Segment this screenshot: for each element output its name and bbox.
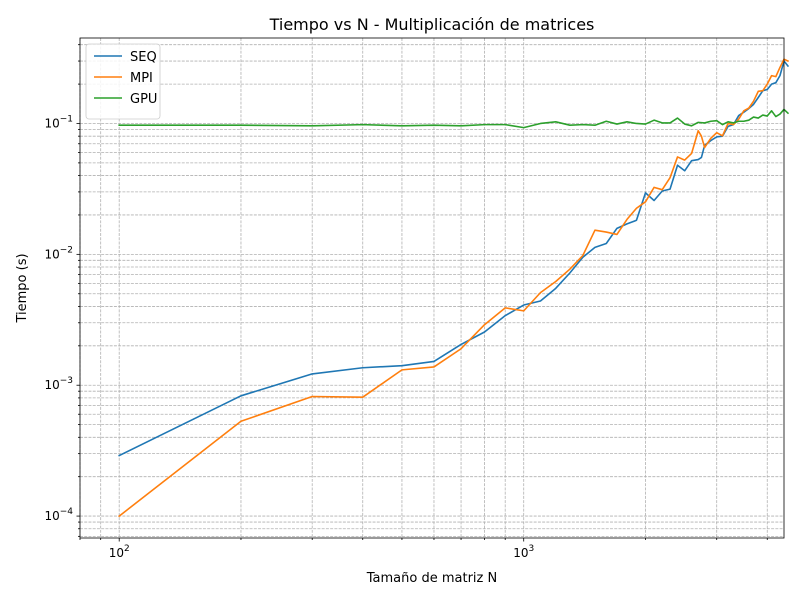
grid-lines: [79, 38, 784, 538]
x-tick-label: 103: [513, 544, 534, 560]
y-tick-label-exponent: −2: [60, 245, 73, 255]
legend-label-gpu: GPU: [130, 92, 157, 107]
y-axis-label: Tiempo (s): [15, 253, 30, 323]
legend: SEQ MPI GPU: [85, 43, 161, 120]
legend-box: [85, 43, 161, 120]
plot-frame: [79, 37, 785, 539]
x-tick-label-exponent: 2: [124, 544, 130, 554]
chart-title: Tiempo vs N - Multiplicación de matrices: [269, 15, 595, 34]
y-tick-label: 10−1: [44, 114, 73, 130]
y-tick-label-exponent: −1: [60, 114, 73, 124]
legend-label-seq: SEQ: [130, 50, 157, 65]
x-tick-label-base: 10: [109, 546, 124, 560]
y-tick-label-base: 10: [44, 247, 59, 261]
y-tick-label: 10−2: [44, 245, 73, 261]
y-tick-label-exponent: −3: [60, 376, 73, 386]
series-line-mpi: [118, 58, 790, 518]
series-line-seq: [118, 60, 790, 457]
y-tick-label-base: 10: [44, 509, 59, 523]
y-tick-label: 10−4: [44, 507, 73, 523]
x-axis-label: Tamaño de matriz N: [366, 571, 497, 586]
legend-label-mpi: MPI: [130, 71, 153, 86]
x-tick-label: 102: [109, 544, 130, 560]
x-tick-label-exponent: 3: [528, 544, 534, 554]
x-tick-label-base: 10: [513, 546, 528, 560]
y-tick-label-exponent: −4: [60, 507, 74, 517]
y-tick-label-base: 10: [44, 116, 59, 130]
y-tick-label: 10−3: [44, 376, 73, 392]
series-lines: [118, 58, 790, 518]
series-line-gpu: [118, 108, 790, 129]
y-tick-label-base: 10: [44, 378, 59, 392]
